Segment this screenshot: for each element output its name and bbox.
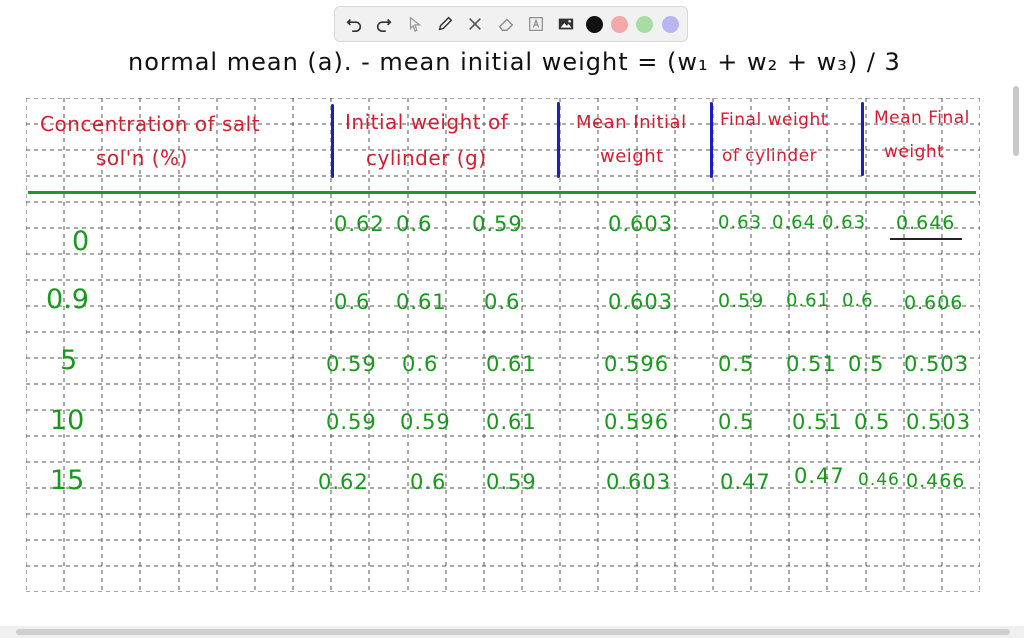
header-final-weight: Final weight	[720, 110, 828, 130]
initial-weight-1: 0.62	[334, 212, 385, 236]
row-concentration: 5	[60, 345, 78, 376]
final-weight-3: 0.5	[854, 410, 891, 434]
initial-weight-2: 0.6	[410, 470, 447, 494]
formula-text: normal mean (a). - mean initial weight =…	[128, 48, 901, 76]
final-weight-1: 0.47	[720, 470, 771, 494]
final-weight-3: 0.5	[848, 352, 885, 376]
mean-final-weight: 0.503	[904, 352, 970, 376]
mean-final-weight: 0.503	[906, 410, 972, 434]
horizontal-scroll-thumb[interactable]	[16, 629, 1010, 635]
horizontal-scrollbar[interactable]	[0, 626, 1024, 638]
color-purple-swatch[interactable]	[661, 15, 679, 33]
row-concentration: 10	[50, 405, 85, 436]
row-concentration: 15	[50, 465, 85, 496]
pen-icon[interactable]	[434, 13, 456, 35]
final-weight-3: 0.6	[842, 290, 874, 311]
mean-initial-weight: 0.603	[608, 212, 674, 236]
image-icon[interactable]	[555, 13, 577, 35]
final-weight-2: 0.51	[786, 352, 837, 376]
initial-weight-3: 0.61	[486, 410, 537, 434]
initial-weight-3: 0.59	[486, 470, 537, 494]
mean-final-weight: 0.606	[904, 292, 964, 314]
column-separator	[710, 102, 713, 178]
mean-initial-weight: 0.596	[604, 410, 670, 434]
dotted-grid	[26, 98, 980, 592]
header-mean-initial-sub: weight	[600, 146, 664, 167]
initial-weight-1: 0.59	[326, 352, 377, 376]
color-black-swatch[interactable]	[585, 15, 603, 33]
final-weight-1: 0.63	[718, 212, 763, 233]
final-weight-2: 0.61	[786, 290, 831, 311]
column-separator	[861, 102, 864, 176]
select-icon[interactable]	[404, 13, 426, 35]
drawing-toolbar	[334, 6, 688, 42]
initial-weight-1: 0.6	[334, 290, 371, 314]
mean-initial-weight: 0.603	[608, 290, 674, 314]
mean-final-weight: 0.466	[906, 470, 966, 492]
undo-icon[interactable]	[343, 13, 365, 35]
header-mean-initial: Mean Initial	[576, 112, 687, 133]
vertical-scrollbar[interactable]	[1010, 0, 1022, 638]
initial-weight-1: 0.59	[326, 410, 377, 434]
color-green-swatch[interactable]	[636, 15, 654, 33]
final-weight-3: 0.63	[822, 212, 867, 233]
initial-weight-3: 0.61	[486, 352, 537, 376]
final-weight-1: 0.5	[718, 352, 755, 376]
redo-icon[interactable]	[373, 13, 395, 35]
header-concentration: Concentration of salt	[40, 112, 261, 136]
header-concentration-sub: sol'n (%)	[96, 146, 188, 170]
final-weight-3: 0.46	[858, 470, 900, 490]
text-icon[interactable]	[525, 13, 547, 35]
initial-weight-2: 0.61	[396, 290, 447, 314]
initial-weight-3: 0.6	[484, 290, 521, 314]
tools-icon[interactable]	[464, 13, 486, 35]
row-concentration: 0	[72, 226, 90, 257]
initial-weight-2: 0.6	[396, 212, 433, 236]
final-weight-2: 0.51	[792, 410, 843, 434]
final-weight-2: 0.64	[772, 212, 817, 233]
initial-weight-3: 0.59	[472, 212, 523, 236]
mean-initial-weight: 0.596	[604, 352, 670, 376]
final-weight-1: 0.5	[718, 410, 755, 434]
color-red-swatch[interactable]	[611, 15, 629, 33]
answer-underline	[890, 238, 962, 240]
final-weight-1: 0.59	[718, 290, 765, 312]
header-final-weight-sub: of cylinder	[722, 146, 818, 166]
initial-weight-2: 0.6	[402, 352, 439, 376]
header-initial-weight: Initial weight of	[345, 110, 509, 134]
header-divider	[28, 191, 976, 194]
column-separator	[331, 104, 334, 178]
final-weight-2: 0.47	[794, 464, 845, 488]
eraser-icon[interactable]	[495, 13, 517, 35]
column-separator	[557, 102, 560, 178]
mean-final-weight: 0.646	[896, 212, 956, 234]
mean-initial-weight: 0.603	[606, 470, 672, 494]
row-concentration: 0.9	[46, 284, 89, 315]
header-mean-final: Mean Final	[874, 108, 970, 128]
initial-weight-1: 0.62	[318, 470, 369, 494]
header-mean-final-sub: weight	[884, 142, 945, 162]
header-initial-weight-sub: cylinder (g)	[366, 146, 487, 170]
initial-weight-2: 0.59	[400, 410, 451, 434]
vertical-scroll-thumb[interactable]	[1013, 86, 1019, 156]
